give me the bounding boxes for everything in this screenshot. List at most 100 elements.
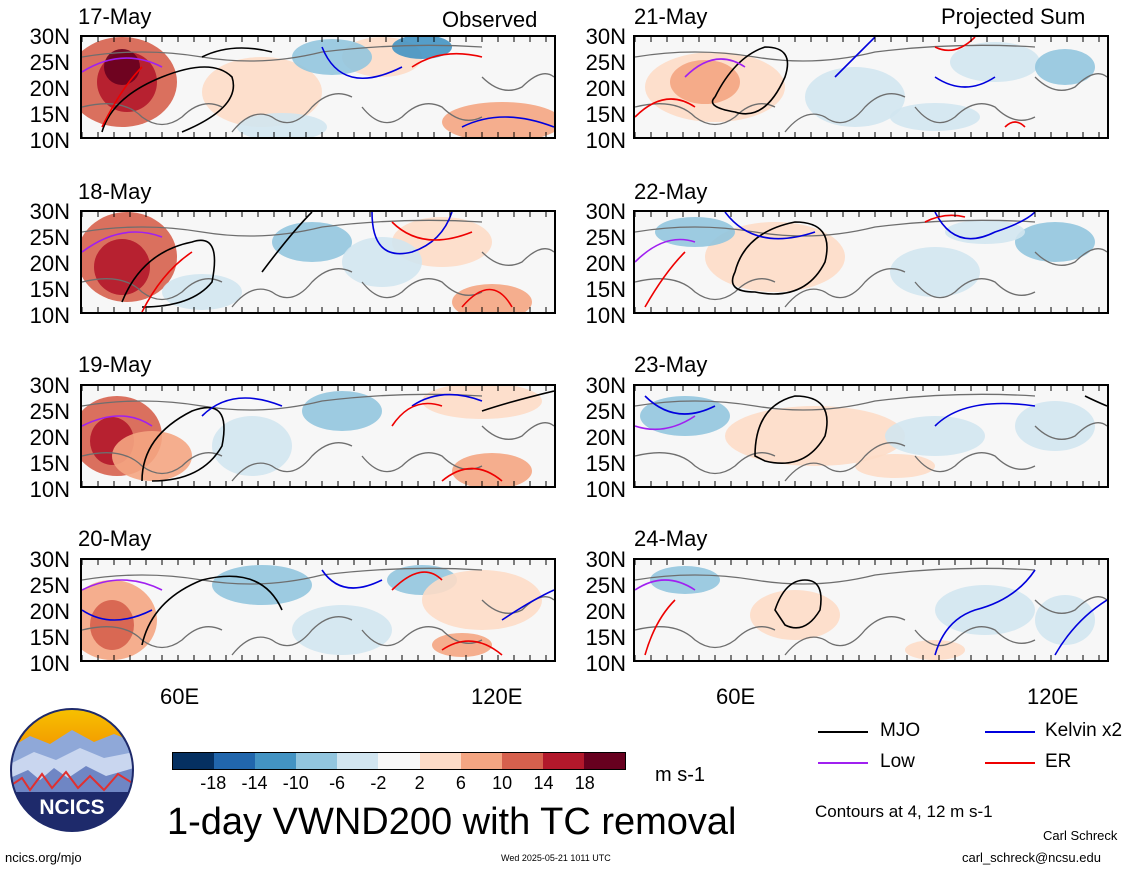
lat-label: 25N <box>585 50 626 75</box>
contour-line <box>391 221 473 241</box>
anomaly-shading <box>452 284 532 312</box>
lat-label: 30N <box>585 24 626 49</box>
coastline <box>481 422 554 440</box>
date-label: 24-May <box>634 526 708 551</box>
anomaly-shading <box>104 49 140 85</box>
contour-line <box>774 579 822 629</box>
coastline <box>481 248 554 266</box>
colorbar-label: 10 <box>492 773 513 793</box>
anomaly-shading <box>650 566 720 594</box>
lat-label: 15N <box>29 625 70 650</box>
lat-label: 25N <box>29 399 70 424</box>
footer-timestamp: Wed 2025-05-21 1011 UTC <box>501 853 611 863</box>
colorbar-label: -14 <box>241 773 268 793</box>
map-panel <box>80 558 556 662</box>
anomaly-shading <box>1015 401 1095 451</box>
kelvin-legend-line <box>985 731 1035 733</box>
anomaly-shading <box>1035 49 1095 85</box>
anomaly-shading <box>237 113 327 137</box>
anomaly-shading <box>950 42 1040 82</box>
lat-label: 10N <box>585 477 626 502</box>
colorbar-swatch <box>296 753 338 769</box>
coastline <box>231 442 353 482</box>
contour-line <box>711 46 789 115</box>
svg-text:NCICS: NCICS <box>39 796 104 819</box>
lat-label: 25N <box>29 50 70 75</box>
anomaly-shading <box>750 590 840 640</box>
mjo-legend-line <box>818 731 868 733</box>
coastline <box>1034 248 1107 266</box>
contour-line <box>481 390 554 412</box>
coastline <box>361 278 483 299</box>
colorbar-swatch <box>255 753 297 769</box>
contour-line <box>635 238 696 263</box>
contour-line <box>411 52 483 68</box>
coastline <box>481 596 554 614</box>
lat-label: 10N <box>29 303 70 328</box>
projected-title: Projected Sum <box>941 4 1086 29</box>
lat-label: 15N <box>585 451 626 476</box>
contour-line <box>1084 395 1107 407</box>
map-panel <box>80 210 556 314</box>
map-panel <box>633 35 1109 139</box>
coastline <box>914 626 1036 647</box>
colorbar-label: 6 <box>455 773 466 793</box>
coastline <box>635 103 776 126</box>
lat-label: 15N <box>29 277 70 302</box>
contour-line <box>834 37 876 78</box>
map-panel <box>633 210 1109 314</box>
coastline <box>635 567 1036 585</box>
contour-line <box>201 397 283 417</box>
colorbar-swatch <box>419 753 461 769</box>
map-panel <box>633 384 1109 488</box>
coastline <box>82 452 223 475</box>
contour-line <box>82 415 153 427</box>
contour-line <box>141 406 225 482</box>
colorbar-swatch <box>337 753 379 769</box>
map-panel <box>80 35 556 139</box>
lat-label: 15N <box>585 625 626 650</box>
contour-line <box>635 579 696 591</box>
lat-label: 20N <box>29 251 70 276</box>
contour-line <box>501 589 554 621</box>
colorbar-swatch <box>583 753 626 769</box>
contour-line <box>934 569 1036 656</box>
date-label: 18-May <box>78 179 152 204</box>
contour-line <box>201 47 273 58</box>
contour-line <box>371 212 453 255</box>
date-label: 17-May <box>78 4 152 29</box>
coastline <box>784 616 906 656</box>
contour-line <box>934 37 976 52</box>
contour-line <box>411 393 483 407</box>
colorbar-label: -6 <box>329 773 346 793</box>
contour-line <box>924 214 966 223</box>
contour-line <box>724 212 816 240</box>
contour-line <box>82 579 163 591</box>
anomaly-shading <box>90 600 134 650</box>
coastline <box>635 44 1036 62</box>
coastline <box>361 626 483 647</box>
colorbar-label: -10 <box>282 773 309 793</box>
contour-line <box>934 76 996 88</box>
date-label: 21-May <box>634 4 708 29</box>
date-label: 23-May <box>634 352 708 377</box>
coastline <box>82 567 483 585</box>
colorbar <box>172 752 626 770</box>
lat-label: 10N <box>29 128 70 153</box>
anomaly-shading <box>905 640 965 660</box>
units-label: m s-1 <box>655 764 705 786</box>
lat-label: 20N <box>585 251 626 276</box>
colorbar-swatch <box>501 753 543 769</box>
coastline <box>635 219 1036 237</box>
anomaly-shading <box>442 102 554 137</box>
lat-label: 30N <box>585 547 626 572</box>
er-legend-line <box>985 762 1035 764</box>
contour-line <box>261 212 313 273</box>
lat-label: 20N <box>29 599 70 624</box>
legend-label-er: ER <box>1045 751 1072 772</box>
anomaly-shading <box>452 453 532 486</box>
anomaly-shading <box>112 431 192 481</box>
lat-label: 10N <box>585 651 626 676</box>
legend-label-kelvin: Kelvin x2 <box>1045 720 1123 741</box>
coastline <box>914 452 1036 473</box>
